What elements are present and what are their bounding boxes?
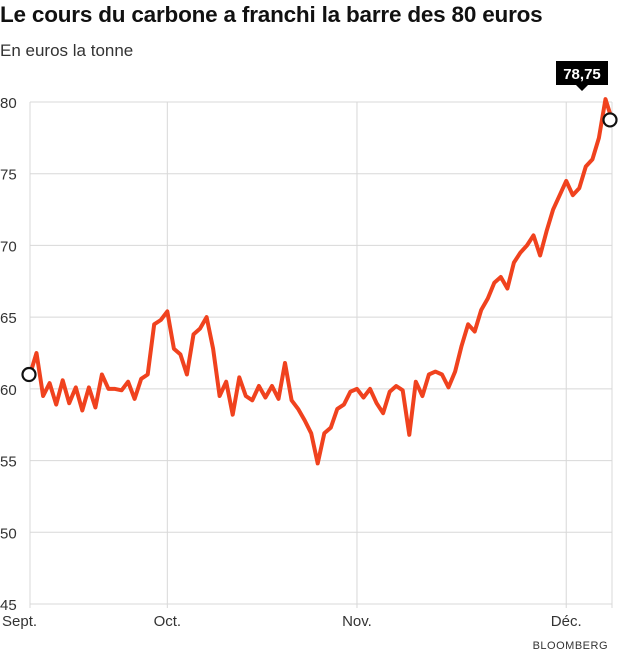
start-point-marker <box>21 366 37 383</box>
y-tick-label: 55 <box>0 454 17 471</box>
y-tick-label: 45 <box>0 597 17 614</box>
x-tick-label: Sept. <box>2 613 37 630</box>
y-tick-label: 60 <box>0 382 17 399</box>
y-tick-label: 65 <box>0 310 17 327</box>
grid-layer <box>29 101 613 608</box>
end-point-marker <box>602 112 618 128</box>
chart-subtitle: En euros la tonne <box>0 41 134 60</box>
source-label: BLOOMBERG <box>532 640 608 652</box>
x-tick-label: Oct. <box>154 613 182 630</box>
y-tick-label: 80 <box>0 95 17 112</box>
x-tick-label: Nov. <box>342 613 372 630</box>
x-tick-label: Déc. <box>551 613 582 630</box>
y-tick-label: 75 <box>0 167 17 184</box>
line-layer <box>21 97 618 466</box>
y-tick-label: 50 <box>0 525 17 542</box>
chart-title: Le cours du carbone a franchi la barre d… <box>0 2 543 27</box>
price-series-line <box>28 97 614 466</box>
value-callout-box <box>556 61 608 91</box>
y-tick-label: 70 <box>0 238 17 255</box>
value-callout-label: 78,75 <box>563 66 601 83</box>
